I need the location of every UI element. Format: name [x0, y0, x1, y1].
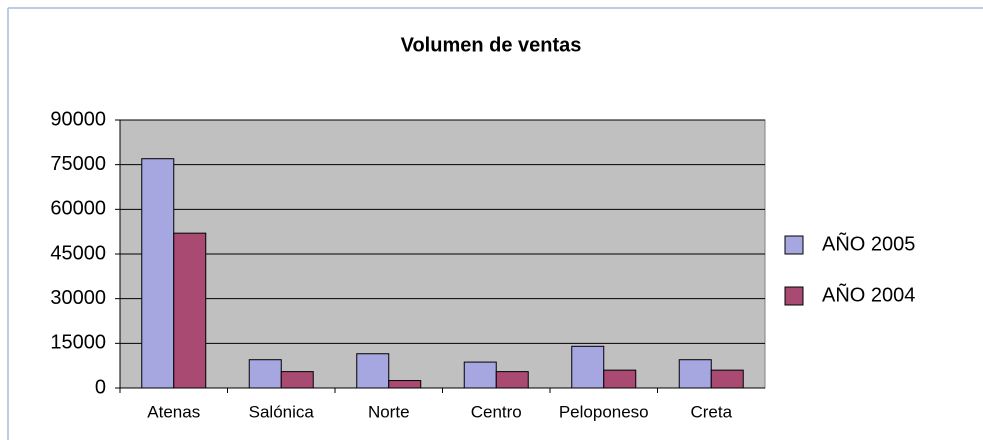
bar [678, 359, 712, 389]
x-tick-label: Creta [690, 402, 732, 421]
chart-title: Volumen de ventas [401, 34, 582, 56]
legend-swatch [784, 286, 804, 306]
x-tick-label: Centro [471, 402, 522, 421]
x-tick-label: Salónica [249, 402, 315, 421]
bar [248, 359, 282, 389]
bar [173, 232, 207, 389]
bar [141, 158, 175, 389]
x-tick-label: Norte [368, 402, 410, 421]
legend-label: AÑO 2005 [822, 231, 915, 255]
y-tick-label: 0 [95, 376, 106, 398]
bar [280, 371, 314, 389]
bar [463, 361, 497, 389]
bar [495, 371, 529, 389]
x-tick-label: Peloponeso [559, 402, 649, 421]
y-tick-label: 15000 [50, 332, 106, 354]
bar [356, 353, 390, 389]
x-tick-label: Atenas [147, 402, 200, 421]
bar [388, 380, 422, 389]
y-tick-label: 90000 [50, 108, 106, 130]
bar [571, 345, 605, 389]
legend-swatch [784, 235, 804, 255]
y-tick-label: 75000 [50, 153, 106, 175]
y-tick-label: 60000 [50, 198, 106, 220]
legend-label: AÑO 2004 [822, 282, 915, 306]
y-tick-label: 30000 [50, 287, 106, 309]
bar [710, 369, 744, 389]
y-tick-label: 45000 [50, 242, 106, 264]
bar [603, 369, 637, 389]
